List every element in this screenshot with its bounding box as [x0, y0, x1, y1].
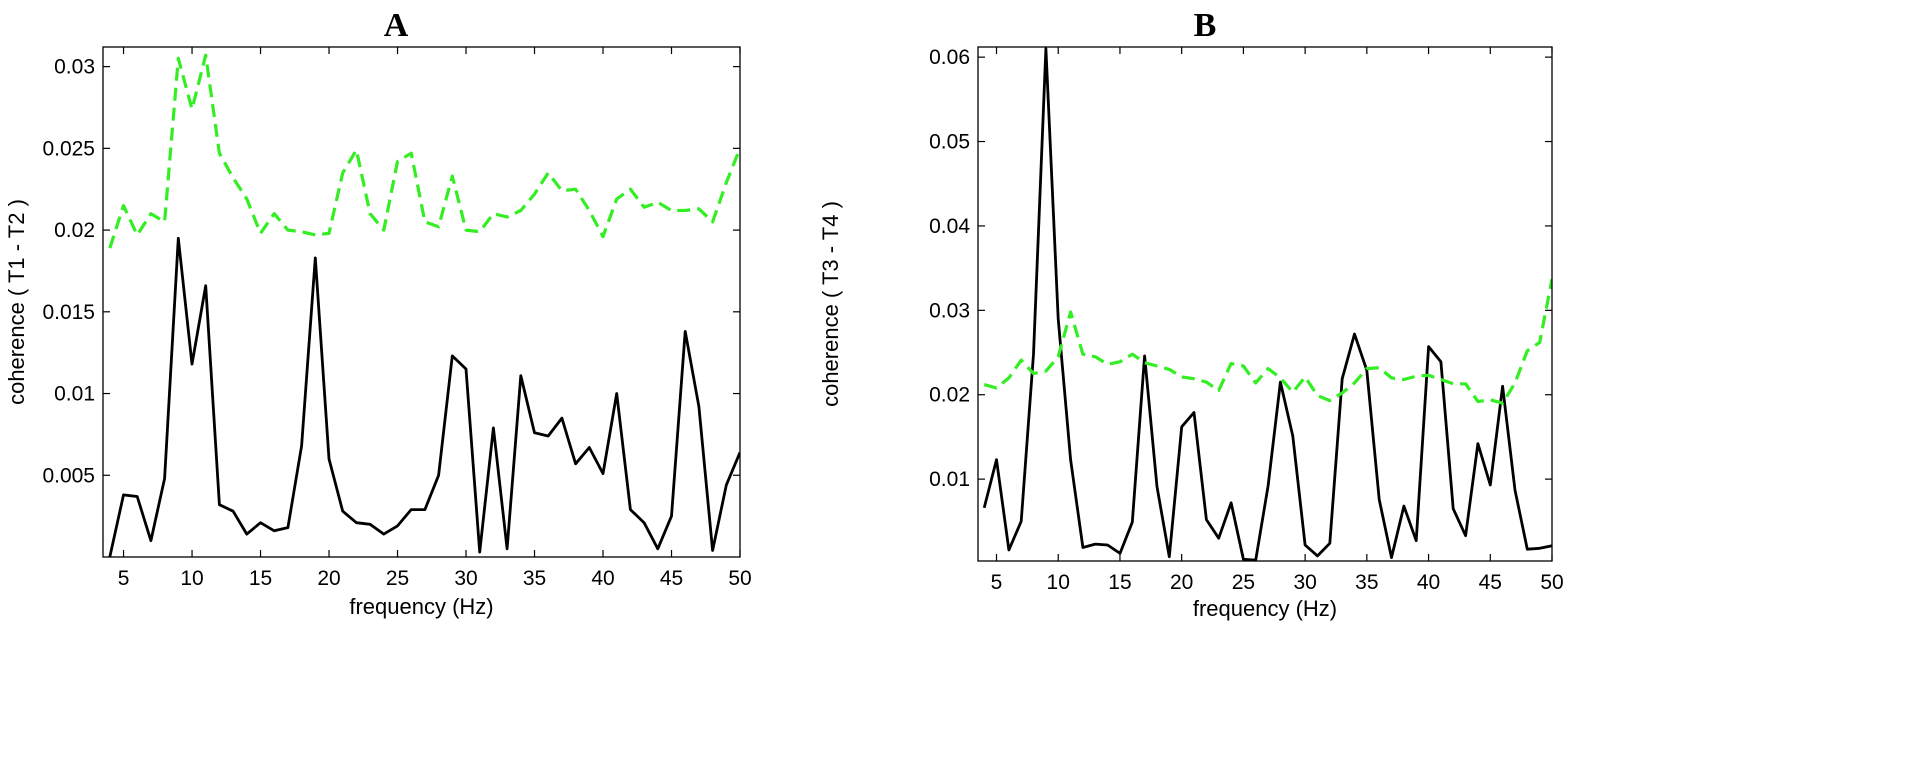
y-axis-label: coherence ( T1 - T2 ) — [4, 199, 29, 405]
x-tick-label: 5 — [991, 571, 1003, 594]
y-tick-label: 0.02 — [929, 384, 970, 407]
y-tick-label: 0.06 — [929, 46, 970, 69]
x-tick-label: 25 — [386, 567, 409, 590]
x-tick-label: 15 — [249, 567, 272, 590]
x-tick-label: 10 — [1047, 571, 1070, 594]
panel-label: A — [384, 7, 409, 44]
x-tick-label: 50 — [728, 567, 751, 590]
dashed-green-series-line — [108, 53, 740, 249]
x-tick-label: 20 — [1170, 571, 1193, 594]
y-axis-label: coherence ( T3 - T4 ) — [818, 201, 843, 407]
x-tick-label: 40 — [591, 567, 614, 590]
x-tick-label: 15 — [1108, 571, 1131, 594]
x-tick-label: 30 — [454, 567, 477, 590]
x-tick-label: 20 — [317, 567, 340, 590]
y-tick-label: 0.02 — [54, 219, 95, 242]
panel-label: B — [1194, 7, 1217, 44]
y-tick-label: 0.01 — [929, 468, 970, 491]
x-tick-label: 40 — [1417, 571, 1440, 594]
y-tick-label: 0.04 — [929, 215, 970, 238]
y-tick-label: 0.03 — [54, 56, 95, 79]
y-tick-label: 0.03 — [929, 299, 970, 322]
x-tick-label: 50 — [1540, 571, 1563, 594]
chart-panel-b: B 5 10 15 20 25 30 35 40 45 50 0.01 0.02 0.03 0.04 0.05… — [818, 7, 1564, 621]
y-tick-label: 0.01 — [54, 383, 95, 406]
x-tick-label: 10 — [180, 567, 203, 590]
x-axis-label: frequency (Hz) — [349, 594, 493, 619]
x-tick-label: 45 — [1479, 571, 1502, 594]
y-tick-label: 0.025 — [42, 137, 95, 160]
chart-panel-a: A 5 10 15 20 25 30 35 40 45 50 0.005 0.01 0.015 0.02 0.… — [4, 7, 752, 619]
solid-black-series-line — [108, 236, 740, 558]
solid-black-series-line — [982, 47, 1552, 562]
plot-frame — [102, 46, 741, 558]
x-tick-label: 25 — [1232, 571, 1255, 594]
x-tick-label: 45 — [660, 567, 683, 590]
x-tick-label: 30 — [1293, 571, 1316, 594]
y-tick-label: 0.005 — [42, 464, 95, 487]
x-axis-label: frequency (Hz) — [1193, 596, 1337, 621]
x-tick-label: 35 — [523, 567, 546, 590]
x-tick-label: 5 — [118, 567, 130, 590]
x-tick-label: 35 — [1355, 571, 1378, 594]
dashed-green-series-line — [983, 278, 1552, 405]
y-tick-label: 0.015 — [42, 301, 95, 324]
plot-frame — [977, 46, 1553, 562]
y-tick-label: 0.05 — [929, 131, 970, 154]
